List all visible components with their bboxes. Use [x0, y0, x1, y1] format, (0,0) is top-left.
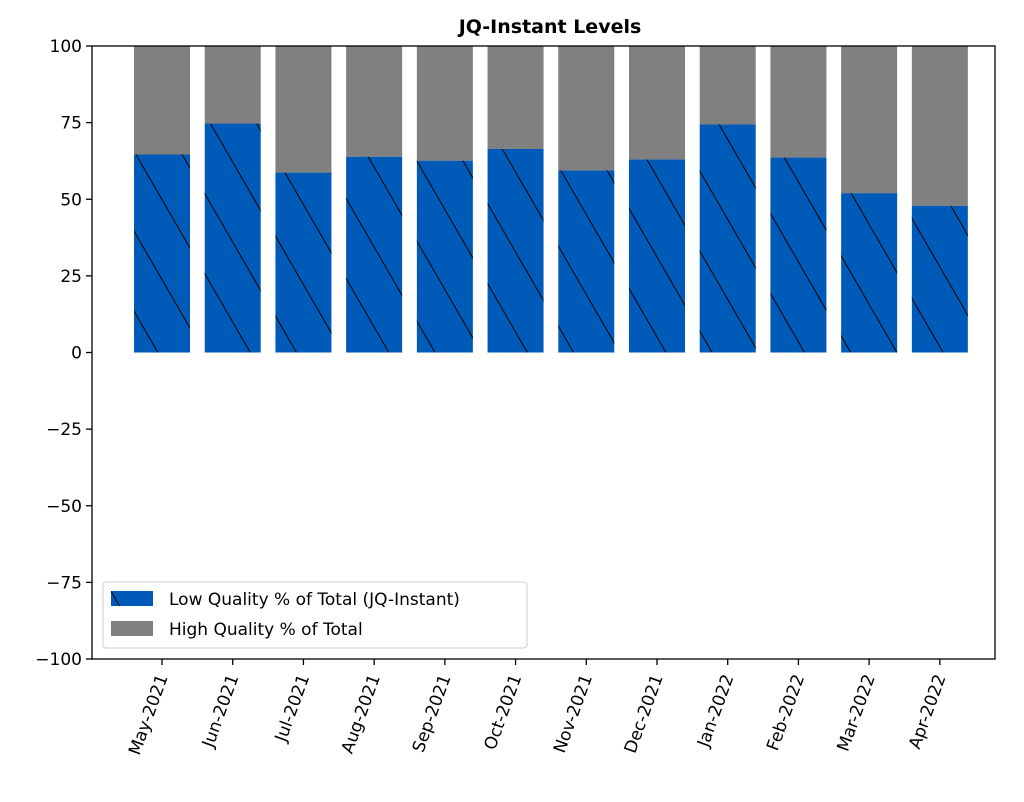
y-tick-label: −75 [46, 573, 82, 593]
legend-frame [102, 581, 528, 649]
bar-high-quality [487, 46, 544, 149]
x-tick-label: Mar-2022 [834, 672, 880, 754]
x-tick-label: Feb-2022 [763, 672, 809, 754]
y-tick-label: −100 [35, 650, 82, 670]
bar-high-quality [416, 46, 473, 161]
bar-low-quality-hatch [558, 170, 615, 353]
y-tick-label: 0 [71, 344, 82, 364]
x-tick-label: Sep-2021 [409, 672, 456, 755]
bar-low-quality-hatch [416, 160, 473, 353]
x-tick-label: Jun-2021 [198, 672, 243, 751]
bar-high-quality [699, 46, 756, 125]
bar-low-quality-hatch [134, 154, 191, 353]
y-tick-label: 50 [60, 190, 82, 210]
x-tick-label: Jan-2022 [693, 672, 738, 751]
bar-high-quality [841, 46, 898, 194]
x-tick-label: Aug-2021 [338, 672, 385, 756]
x-tick-label: Apr-2022 [905, 672, 950, 752]
bar-low-quality-hatch [699, 124, 756, 353]
chart-title: JQ-Instant Levels [457, 16, 642, 38]
y-tick-label: −25 [46, 420, 82, 440]
bar-high-quality [628, 46, 685, 160]
x-tick-label: Nov-2021 [550, 672, 597, 756]
x-tick-label: Dec-2021 [621, 672, 668, 756]
y-tick-label: 75 [60, 114, 82, 134]
bar-low-quality-hatch [275, 172, 332, 353]
legend-swatch-high-quality [111, 621, 153, 636]
bar-high-quality [346, 46, 403, 157]
bar-high-quality [911, 46, 968, 206]
y-tick-label: 100 [50, 37, 82, 57]
bar-low-quality-hatch [841, 193, 898, 353]
legend-label-high-quality: High Quality % of Total [169, 620, 363, 640]
bar-high-quality [558, 46, 615, 171]
bar-high-quality [770, 46, 827, 158]
bar-low-quality-hatch [770, 157, 827, 353]
legend-label-low-quality: Low Quality % of Total (JQ-Instant) [169, 590, 460, 610]
x-tick-label: Jul-2021 [271, 672, 314, 745]
x-tick-label: Oct-2021 [481, 672, 527, 753]
legend-swatch-low-quality-hatch [111, 591, 153, 606]
y-tick-label: 25 [60, 267, 82, 287]
bar-low-quality-hatch [911, 205, 968, 353]
x-tick-label: May-2021 [125, 672, 173, 758]
legend: Low Quality % of Total (JQ-Instant) High… [102, 581, 528, 649]
bar-low-quality-hatch [204, 123, 261, 353]
bar-high-quality [134, 46, 191, 155]
bar-high-quality [275, 46, 332, 173]
bar-low-quality-hatch [628, 159, 685, 353]
bar-low-quality-hatch [346, 156, 403, 353]
bar-high-quality [204, 46, 261, 124]
bar-low-quality-hatch [487, 148, 544, 353]
y-tick-label: −50 [46, 497, 82, 517]
